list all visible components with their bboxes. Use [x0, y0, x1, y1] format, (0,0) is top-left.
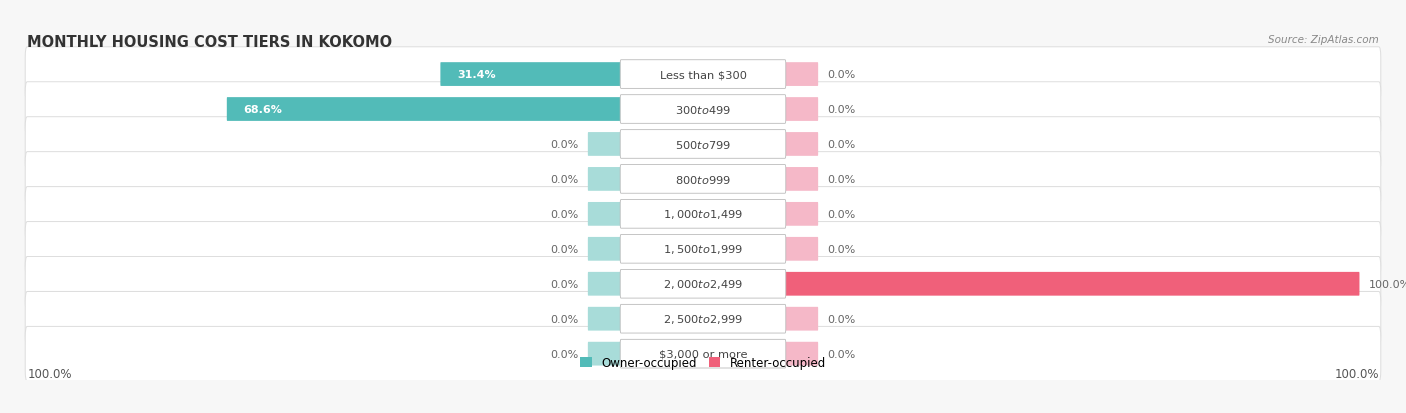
FancyBboxPatch shape	[785, 202, 818, 226]
Text: 68.6%: 68.6%	[243, 105, 283, 115]
Text: 0.0%: 0.0%	[550, 174, 578, 185]
FancyBboxPatch shape	[620, 235, 786, 263]
Text: 100.0%: 100.0%	[27, 367, 72, 380]
FancyBboxPatch shape	[785, 133, 818, 157]
Text: 0.0%: 0.0%	[550, 279, 578, 289]
Text: $300 to $499: $300 to $499	[675, 104, 731, 116]
FancyBboxPatch shape	[620, 95, 786, 124]
FancyBboxPatch shape	[25, 83, 1381, 137]
FancyBboxPatch shape	[25, 257, 1381, 311]
Text: 100.0%: 100.0%	[1369, 279, 1406, 289]
FancyBboxPatch shape	[25, 47, 1381, 102]
FancyBboxPatch shape	[620, 131, 786, 159]
FancyBboxPatch shape	[785, 98, 818, 121]
FancyBboxPatch shape	[25, 292, 1381, 346]
Text: 31.4%: 31.4%	[457, 70, 496, 80]
FancyBboxPatch shape	[785, 63, 818, 87]
FancyBboxPatch shape	[620, 200, 786, 229]
Text: $2,500 to $2,999: $2,500 to $2,999	[664, 313, 742, 325]
FancyBboxPatch shape	[226, 98, 621, 121]
Text: 0.0%: 0.0%	[828, 349, 856, 359]
FancyBboxPatch shape	[588, 307, 621, 331]
Text: 0.0%: 0.0%	[550, 140, 578, 150]
Text: 0.0%: 0.0%	[550, 349, 578, 359]
Text: 100.0%: 100.0%	[1334, 367, 1379, 380]
FancyBboxPatch shape	[785, 272, 1360, 296]
Text: MONTHLY HOUSING COST TIERS IN KOKOMO: MONTHLY HOUSING COST TIERS IN KOKOMO	[27, 35, 392, 50]
FancyBboxPatch shape	[785, 237, 818, 261]
FancyBboxPatch shape	[25, 187, 1381, 242]
FancyBboxPatch shape	[25, 327, 1381, 381]
Text: 0.0%: 0.0%	[828, 105, 856, 115]
FancyBboxPatch shape	[588, 202, 621, 226]
FancyBboxPatch shape	[620, 165, 786, 194]
Text: 0.0%: 0.0%	[828, 244, 856, 254]
Text: 0.0%: 0.0%	[828, 314, 856, 324]
FancyBboxPatch shape	[25, 152, 1381, 206]
FancyBboxPatch shape	[785, 168, 818, 191]
Text: $1,000 to $1,499: $1,000 to $1,499	[664, 208, 742, 221]
FancyBboxPatch shape	[620, 339, 786, 368]
Text: $3,000 or more: $3,000 or more	[659, 349, 747, 359]
FancyBboxPatch shape	[588, 237, 621, 261]
Text: 0.0%: 0.0%	[550, 209, 578, 219]
FancyBboxPatch shape	[588, 168, 621, 191]
Text: 0.0%: 0.0%	[828, 209, 856, 219]
FancyBboxPatch shape	[588, 133, 621, 157]
Text: 0.0%: 0.0%	[828, 174, 856, 185]
Text: 0.0%: 0.0%	[550, 244, 578, 254]
Text: $800 to $999: $800 to $999	[675, 173, 731, 185]
FancyBboxPatch shape	[620, 61, 786, 89]
Text: $1,500 to $1,999: $1,500 to $1,999	[664, 243, 742, 256]
Text: 0.0%: 0.0%	[828, 70, 856, 80]
FancyBboxPatch shape	[620, 305, 786, 333]
FancyBboxPatch shape	[785, 342, 818, 366]
FancyBboxPatch shape	[25, 222, 1381, 276]
FancyBboxPatch shape	[588, 342, 621, 366]
Legend: Owner-occupied, Renter-occupied: Owner-occupied, Renter-occupied	[575, 352, 831, 374]
FancyBboxPatch shape	[588, 272, 621, 296]
FancyBboxPatch shape	[620, 270, 786, 298]
FancyBboxPatch shape	[440, 63, 621, 87]
FancyBboxPatch shape	[785, 307, 818, 331]
Text: Source: ZipAtlas.com: Source: ZipAtlas.com	[1268, 35, 1379, 45]
Text: 0.0%: 0.0%	[828, 140, 856, 150]
Text: $500 to $799: $500 to $799	[675, 139, 731, 151]
FancyBboxPatch shape	[25, 117, 1381, 172]
Text: $2,000 to $2,499: $2,000 to $2,499	[664, 278, 742, 291]
Text: 0.0%: 0.0%	[550, 314, 578, 324]
Text: Less than $300: Less than $300	[659, 70, 747, 80]
